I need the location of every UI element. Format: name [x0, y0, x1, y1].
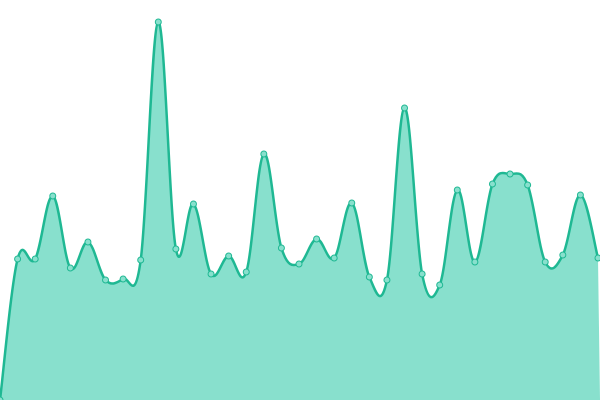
- point-marker: [14, 255, 22, 263]
- point-marker: [524, 181, 532, 189]
- point-marker: [277, 244, 285, 252]
- point-marker: [84, 238, 92, 246]
- point-marker: [102, 276, 110, 284]
- point-marker: [295, 260, 303, 268]
- area-fill: [0, 21, 600, 400]
- point-marker: [348, 199, 356, 207]
- point-marker: [154, 18, 162, 26]
- point-marker: [242, 268, 250, 276]
- point-marker: [66, 264, 74, 272]
- point-marker: [576, 191, 584, 199]
- point-marker: [471, 258, 479, 266]
- point-marker: [313, 235, 321, 243]
- point-marker: [225, 252, 233, 260]
- point-marker: [436, 281, 444, 289]
- point-marker: [488, 180, 496, 188]
- point-marker: [330, 254, 338, 262]
- point-marker: [0, 396, 4, 400]
- point-marker: [31, 255, 39, 263]
- point-marker: [453, 186, 461, 194]
- point-marker: [365, 273, 373, 281]
- point-marker: [260, 150, 268, 158]
- point-marker: [207, 270, 215, 278]
- point-marker: [137, 256, 145, 264]
- point-marker: [541, 258, 549, 266]
- point-marker: [189, 200, 197, 208]
- point-marker: [401, 104, 409, 112]
- point-marker: [119, 275, 127, 283]
- point-marker: [49, 192, 57, 200]
- point-marker: [594, 254, 600, 262]
- point-marker: [418, 270, 426, 278]
- point-marker: [383, 276, 391, 284]
- point-marker: [506, 170, 514, 178]
- point-marker: [559, 251, 567, 259]
- point-marker: [172, 245, 180, 253]
